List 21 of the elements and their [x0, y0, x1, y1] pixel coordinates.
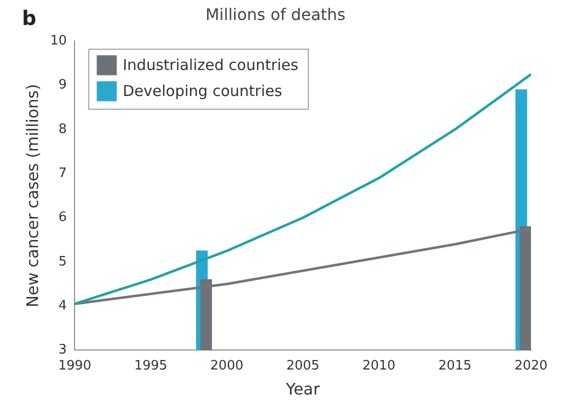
x-axis-title: Year — [284, 380, 320, 399]
legend-label: Industrialized countries — [122, 56, 299, 74]
x-tick-label: 2000 — [210, 358, 244, 374]
x-tick-label: 1995 — [134, 358, 168, 374]
y-tick-label: 9 — [58, 78, 67, 93]
x-tick-label: 2010 — [362, 358, 396, 374]
y-tick-label: 10 — [50, 34, 67, 49]
y-tick-label: 7 — [58, 166, 67, 182]
x-tick-label: 1990 — [58, 358, 92, 374]
y-axis-title: New cancer cases (millions) — [22, 84, 42, 308]
text: b — [22, 6, 36, 30]
x-tick-label: 2015 — [438, 358, 472, 374]
y-tick-label: 6 — [58, 210, 67, 226]
x-tick-label: 2005 — [286, 358, 320, 374]
y-tick-label: 4 — [58, 298, 67, 314]
y-tick-label: 3 — [58, 342, 67, 358]
y-tick-label: 5 — [58, 254, 67, 270]
legend-label: Developing countries — [122, 82, 282, 100]
x-tick-label: 2020 — [514, 358, 548, 374]
chart-title: Millions of deaths — [206, 4, 346, 24]
y-tick-label: 8 — [58, 122, 67, 137]
